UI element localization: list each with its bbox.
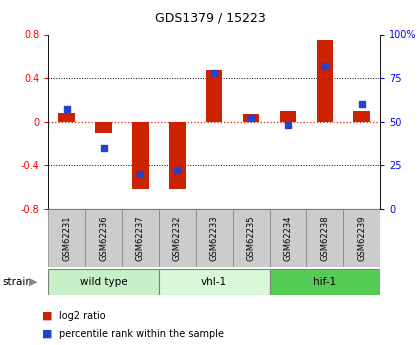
Text: GSM62234: GSM62234 [284,215,292,261]
Bar [270,269,380,295]
Bar [85,209,122,267]
Bar [159,209,196,267]
Bar [206,70,223,122]
Text: ■: ■ [42,311,52,321]
Point [211,70,218,76]
Bar [270,209,306,267]
Text: GSM62232: GSM62232 [173,215,182,261]
Point [63,107,70,112]
Point [321,63,328,69]
Point [100,145,107,150]
Text: GSM62239: GSM62239 [357,215,366,261]
Bar [343,209,380,267]
Text: strain: strain [2,277,32,287]
Text: log2 ratio: log2 ratio [59,311,105,321]
Bar [353,111,370,122]
Bar [48,209,85,267]
Text: percentile rank within the sample: percentile rank within the sample [59,329,224,339]
Text: GSM62236: GSM62236 [99,215,108,261]
Text: vhl-1: vhl-1 [201,277,227,287]
Text: GSM62231: GSM62231 [62,215,71,261]
Bar [196,209,233,267]
Bar [58,113,75,122]
Bar [280,111,296,122]
Point [248,115,255,121]
Point [358,101,365,107]
Text: wild type: wild type [80,277,127,287]
Text: hif-1: hif-1 [313,277,336,287]
Bar [306,209,343,267]
Text: GSM62233: GSM62233 [210,215,219,261]
Bar [317,40,333,122]
Point [174,168,181,173]
Text: GDS1379 / 15223: GDS1379 / 15223 [155,11,265,24]
Point [137,171,144,177]
Text: ■: ■ [42,329,52,339]
Point [285,122,291,128]
Bar [48,269,159,295]
Text: GSM62238: GSM62238 [320,215,329,261]
Text: GSM62235: GSM62235 [247,215,255,261]
Text: ▶: ▶ [29,277,37,287]
Bar [122,209,159,267]
Bar [132,122,149,189]
Bar [95,122,112,132]
Bar [233,209,270,267]
Bar [169,122,186,189]
Bar [243,114,260,122]
Bar [159,269,270,295]
Text: GSM62237: GSM62237 [136,215,145,261]
